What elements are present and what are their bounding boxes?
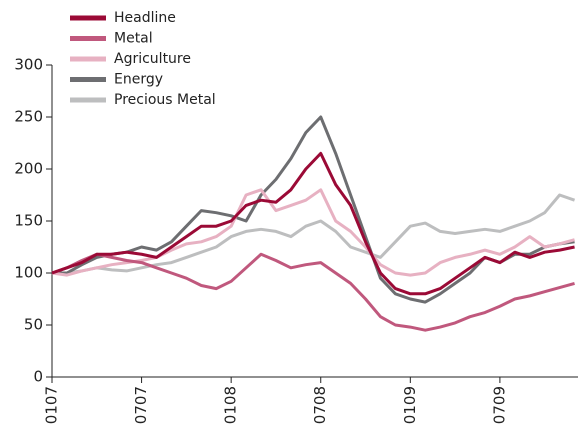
series-line — [52, 115, 575, 304]
legend-label: Headline — [114, 10, 176, 26]
y-tick-label: 150 — [14, 212, 43, 230]
y-tick-label: 100 — [14, 264, 43, 282]
y-tick-label: 0 — [33, 368, 43, 386]
x-tick-label: 0108 — [222, 386, 240, 424]
series-line — [51, 151, 575, 296]
series-line — [52, 193, 576, 275]
x-tick-label: 0709 — [490, 386, 508, 424]
legend-label: Energy — [114, 72, 163, 88]
y-tick-label: 250 — [14, 108, 43, 126]
x-tick-label: 0107 — [43, 386, 61, 424]
series-line — [51, 252, 575, 332]
y-tick-label: 200 — [14, 160, 43, 178]
y-tick-label: 300 — [14, 56, 43, 74]
legend-label: Agriculture — [114, 51, 191, 67]
legend-label: Metal — [114, 31, 153, 47]
x-tick-label: 0707 — [132, 386, 150, 424]
x-tick-label: 0708 — [311, 386, 329, 424]
x-tick-label: 0109 — [401, 386, 419, 424]
y-tick-label: 50 — [24, 316, 43, 334]
legend-label: Precious Metal — [114, 92, 216, 108]
